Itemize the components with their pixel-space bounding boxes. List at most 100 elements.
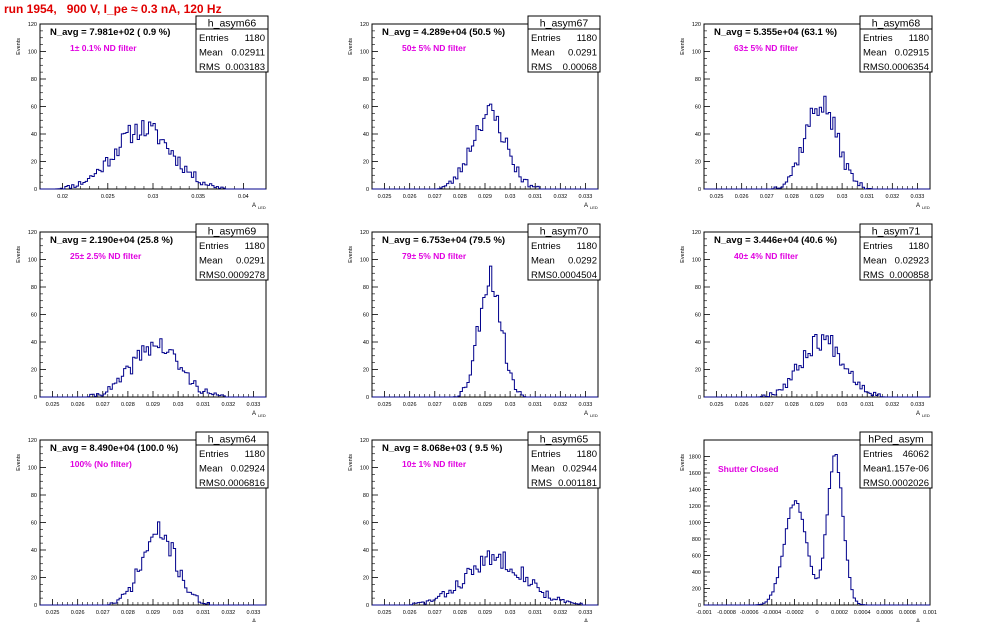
stat-value: 46062 — [903, 449, 929, 460]
y-tick-label: 80 — [363, 493, 369, 499]
x-tick-label: -0.001 — [696, 610, 712, 616]
histogram-line-h_asym66 — [40, 120, 266, 190]
stat-label: RMS — [531, 270, 552, 281]
stat-value: 1180 — [245, 241, 265, 252]
stat-label: Mean — [863, 48, 887, 59]
y-tick-label: 40 — [31, 548, 37, 554]
x-tick-label: 0.0008 — [899, 610, 916, 616]
x-tick-label: 0.029 — [478, 402, 492, 408]
x-tick-label: 0.027 — [760, 402, 774, 408]
x-tick-label: 0.028 — [453, 194, 467, 200]
stat-value: 0.02911 — [231, 48, 265, 59]
stats-box-h_asym66: h_asym66 Entries 1180 Mean 0.02911 RMS 0.00318… — [195, 15, 269, 73]
stat-value: 0.000858 — [889, 270, 929, 281]
x-tick-label: -0.0008 — [717, 610, 736, 616]
stats-box-frame — [195, 15, 269, 73]
y-tick-label: 0 — [698, 395, 701, 401]
histogram-panel-h_asym71: 0 20 40 60 80 100 120 Events 0.025 0.026 0.027 0.02… — [680, 223, 933, 418]
stat-label: RMS — [199, 478, 220, 489]
histogram-name: h_asym64 — [208, 434, 257, 446]
y-tick-label: 20 — [363, 576, 369, 582]
y-tick-label: 80 — [31, 77, 37, 83]
x-axis-label: A — [916, 411, 920, 417]
y-tick-label: 0 — [366, 187, 369, 193]
stats-box-frame — [859, 223, 933, 281]
stat-label: Entries — [863, 449, 893, 460]
histogram-panel-h_asym70: 0 20 40 60 80 100 120 Events 0.025 0.026 0.027 0.02… — [348, 223, 601, 418]
y-tick-label: 20 — [31, 368, 37, 374]
n-avg-label: N_avg = 3.446e+04 (40.6 %) — [714, 235, 837, 246]
x-tick-label: 0.025 — [378, 402, 392, 408]
y-tick-label: 40 — [31, 132, 37, 138]
x-axis-label: A — [252, 203, 256, 209]
y-tick-label: 120 — [360, 230, 369, 236]
y-axis-label: Events — [16, 246, 22, 263]
filter-note: 100% (No filter) — [70, 459, 132, 469]
y-tick-label: 40 — [31, 340, 37, 346]
x-tick-label: 0.025 — [378, 610, 392, 616]
stat-value: 0.0291 — [236, 256, 265, 267]
y-tick-label: 80 — [363, 77, 369, 83]
x-tick-label: 0.02 — [57, 194, 68, 200]
stat-label: RMS — [863, 270, 884, 281]
stat-label: RMS — [531, 478, 552, 489]
y-tick-label: 100 — [360, 466, 369, 472]
x-tick-label: 0.026 — [71, 610, 85, 616]
x-tick-label: 0.026 — [403, 402, 417, 408]
x-tick-label: 0.032 — [553, 194, 567, 200]
x-tick-label: -0.0004 — [762, 610, 781, 616]
y-tick-label: 120 — [360, 22, 369, 28]
stat-value: 0.001181 — [558, 478, 597, 489]
stat-label: Entries — [531, 241, 561, 252]
x-tick-label: 0.027 — [96, 402, 110, 408]
histogram-line-h_asym70 — [372, 265, 598, 398]
x-tick-label: 0.026 — [403, 194, 417, 200]
x-axis-label-subscript: LED — [258, 413, 266, 418]
histogram-panel-h_asym67: 0 20 40 60 80 100 120 Events 0.025 0.026 0.027 0.02… — [348, 15, 601, 210]
x-tick-label: 0.033 — [579, 610, 593, 616]
histogram-name: h_asym65 — [540, 434, 589, 446]
x-tick-label: 0.026 — [403, 610, 417, 616]
x-tick-label: 0.028 — [785, 194, 799, 200]
histogram-name: h_asym67 — [540, 18, 589, 30]
x-tick-label: 0.029 — [146, 610, 160, 616]
y-tick-label: 60 — [695, 105, 701, 111]
x-tick-label: 0.0006 — [876, 610, 893, 616]
stat-label: Mean — [531, 464, 555, 475]
y-tick-label: 60 — [31, 313, 37, 319]
x-tick-label: 0.0004 — [854, 610, 871, 616]
histogram-name: h_asym69 — [208, 226, 257, 238]
x-tick-label: 0.03 — [837, 194, 848, 200]
stat-value: 1180 — [577, 449, 597, 460]
x-axis-label-subscript: LED — [922, 413, 930, 418]
y-tick-label: 40 — [363, 340, 369, 346]
x-tick-label: 0.032 — [553, 402, 567, 408]
x-tick-label: 0.027 — [428, 402, 442, 408]
histogram-name: h_asym70 — [540, 226, 589, 238]
x-axis-label: A — [584, 411, 588, 417]
stat-label: Mean — [199, 256, 223, 267]
n-avg-label: N_avg = 8.490e+04 (100.0 %) — [50, 443, 178, 454]
stat-label: RMS — [863, 62, 884, 73]
histogram-line-h_asym65 — [372, 550, 598, 606]
y-tick-label: 0 — [366, 603, 369, 609]
stat-value: 0.0006816 — [220, 478, 265, 489]
y-axis-label: Events — [16, 454, 22, 471]
y-tick-label: 80 — [363, 285, 369, 291]
x-tick-label: 0.033 — [911, 402, 925, 408]
y-tick-label: 1600 — [689, 471, 701, 477]
stat-label: Mean — [531, 256, 555, 267]
x-tick-label: 0.03 — [505, 194, 516, 200]
y-tick-label: 120 — [28, 230, 37, 236]
x-tick-label: 0.03 — [505, 610, 516, 616]
filter-note: 50± 5% ND filter — [402, 43, 467, 53]
stats-box-frame — [859, 15, 933, 73]
stats-box-frame — [527, 15, 601, 73]
y-tick-label: 1800 — [689, 455, 701, 461]
n-avg-label: N_avg = 7.981e+02 ( 0.9 %) — [50, 27, 170, 38]
x-tick-label: 0.035 — [191, 194, 205, 200]
filter-note: Shutter Closed — [718, 464, 778, 474]
x-tick-label: 0.031 — [528, 402, 542, 408]
stat-label: Mean — [199, 48, 223, 59]
